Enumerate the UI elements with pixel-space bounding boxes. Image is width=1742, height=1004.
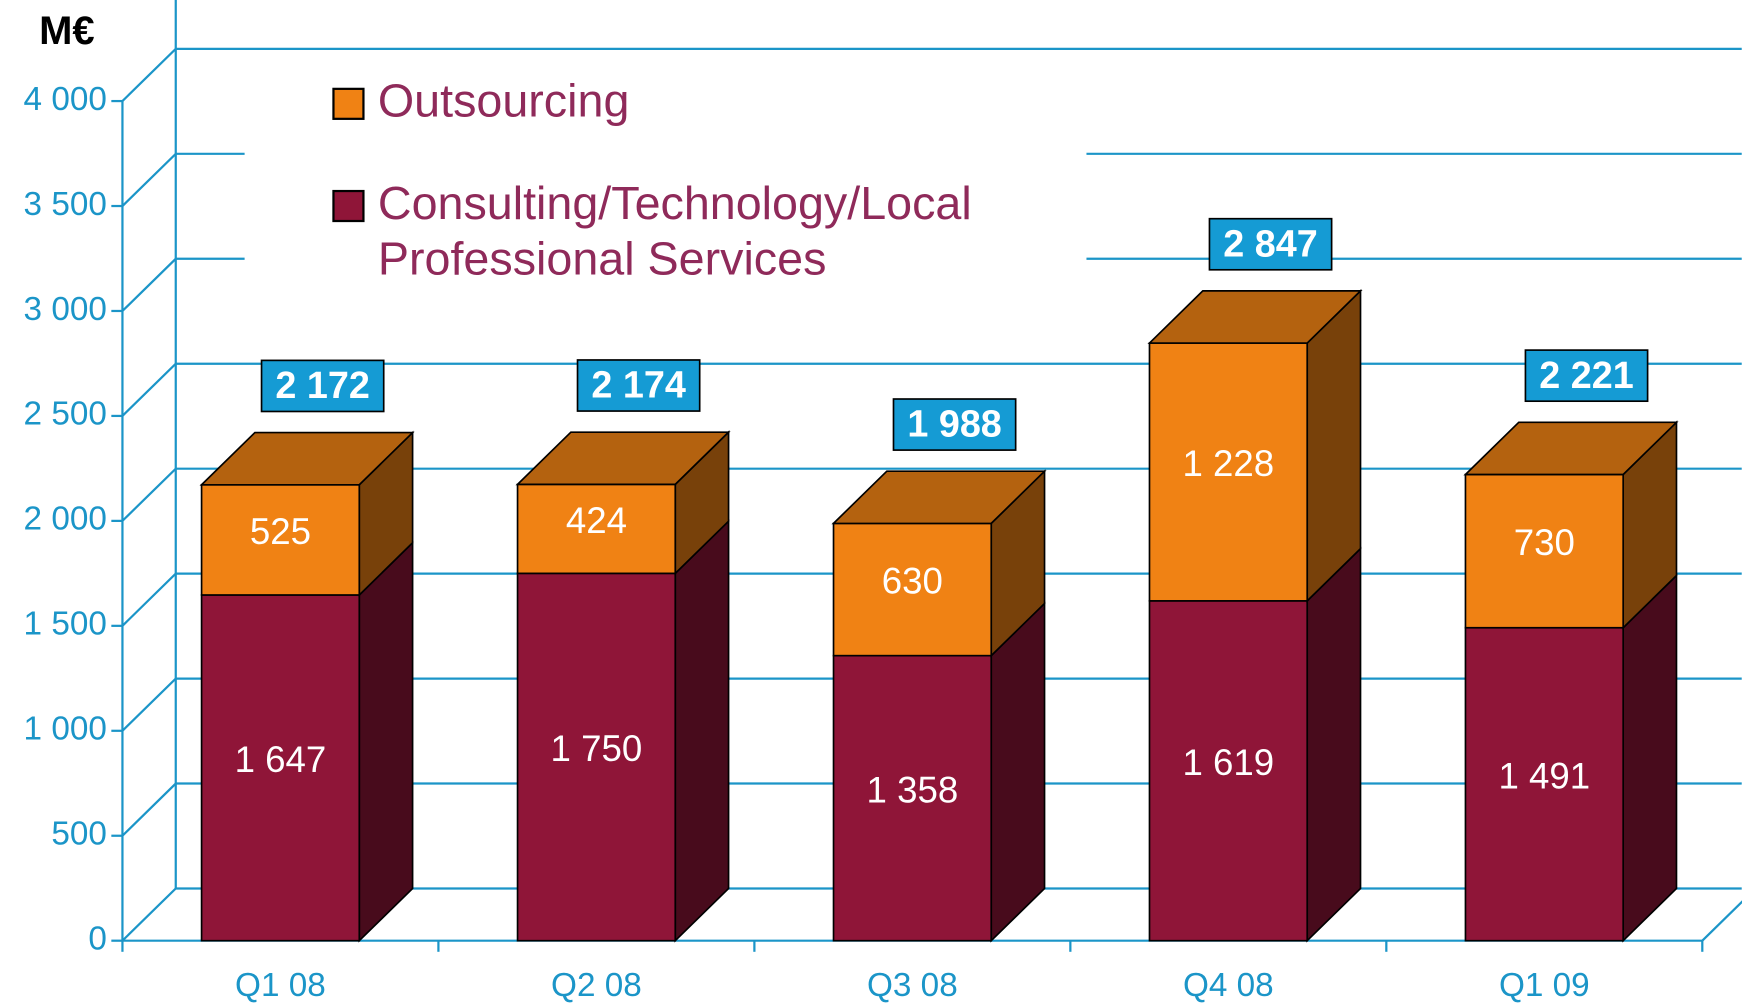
bar bbox=[832, 654, 993, 942]
bar-top bbox=[1147, 290, 1363, 344]
y-tick-label: 0 bbox=[88, 920, 107, 957]
bar-side bbox=[1306, 288, 1362, 603]
bar-side bbox=[358, 540, 414, 943]
legend-label: Consulting/Technology/Local Professional… bbox=[377, 176, 972, 285]
bar bbox=[516, 483, 677, 575]
y-tick-label: 3 500 bbox=[24, 186, 107, 223]
value-label: 630 bbox=[882, 561, 943, 602]
value-label: 1 491 bbox=[1498, 755, 1590, 796]
bar bbox=[1464, 626, 1625, 942]
legend-entry: Outsourcing bbox=[377, 74, 630, 127]
total-box bbox=[892, 398, 1017, 451]
total-box bbox=[576, 359, 701, 412]
total-label: 2 174 bbox=[591, 365, 685, 407]
value-label: 1 647 bbox=[235, 739, 327, 780]
legend-backdrop bbox=[244, 66, 1087, 306]
bar bbox=[516, 572, 677, 942]
bar-side bbox=[990, 601, 1046, 943]
value-label: 525 bbox=[250, 511, 311, 552]
bar bbox=[200, 594, 361, 942]
bar-side bbox=[1622, 573, 1678, 943]
y-tick-label: 3 000 bbox=[24, 291, 107, 328]
total-box bbox=[1524, 349, 1649, 403]
x-tick-label: Q1 09 bbox=[1499, 967, 1590, 1004]
y-tick-label: 1 500 bbox=[24, 606, 107, 643]
total-box bbox=[260, 359, 385, 413]
bar-top bbox=[831, 470, 1047, 525]
bar bbox=[1464, 473, 1625, 629]
x-tick-label: Q3 08 bbox=[867, 967, 958, 1004]
total-label: 2 172 bbox=[275, 365, 369, 407]
bar bbox=[832, 522, 993, 657]
bar-top bbox=[515, 431, 731, 486]
bar-side bbox=[1306, 546, 1362, 943]
x-tick-label: Q1 08 bbox=[235, 967, 326, 1004]
grid-line bbox=[121, 47, 1742, 102]
legend-entry: Consulting/Technology/Local Professional… bbox=[377, 176, 972, 285]
x-tick-label: Q4 08 bbox=[1183, 967, 1274, 1004]
y-axis-label: M€ bbox=[39, 9, 95, 53]
value-label: 730 bbox=[1514, 522, 1575, 563]
value-label: 1 358 bbox=[867, 769, 959, 810]
total-box bbox=[1208, 217, 1333, 271]
bar bbox=[1148, 342, 1309, 602]
grid-line bbox=[121, 152, 1742, 207]
y-tick-label: 1 000 bbox=[24, 711, 107, 748]
total-label: 2 847 bbox=[1223, 223, 1317, 265]
bar-side bbox=[674, 519, 730, 943]
value-label: 1 619 bbox=[1182, 742, 1274, 783]
y-tick-label: 500 bbox=[51, 816, 107, 853]
y-tick-label: 2 500 bbox=[24, 396, 107, 433]
value-label: 1 750 bbox=[551, 728, 643, 769]
total-label: 1 988 bbox=[907, 404, 1001, 446]
bar-top bbox=[1463, 421, 1679, 476]
y-tick-label: 2 000 bbox=[24, 501, 107, 538]
value-label: 1 228 bbox=[1182, 443, 1274, 484]
bar-top bbox=[199, 431, 415, 486]
floor-edge bbox=[1701, 900, 1742, 942]
bar bbox=[200, 483, 361, 596]
legend-swatch bbox=[332, 189, 365, 223]
value-label: 424 bbox=[566, 500, 627, 541]
x-tick-label: Q2 08 bbox=[551, 967, 642, 1004]
legend-swatch bbox=[332, 87, 365, 120]
y-tick-label: 4 000 bbox=[24, 81, 107, 118]
total-label: 2 221 bbox=[1539, 355, 1633, 397]
bar bbox=[1148, 600, 1309, 942]
legend-label: Outsourcing bbox=[377, 74, 630, 127]
